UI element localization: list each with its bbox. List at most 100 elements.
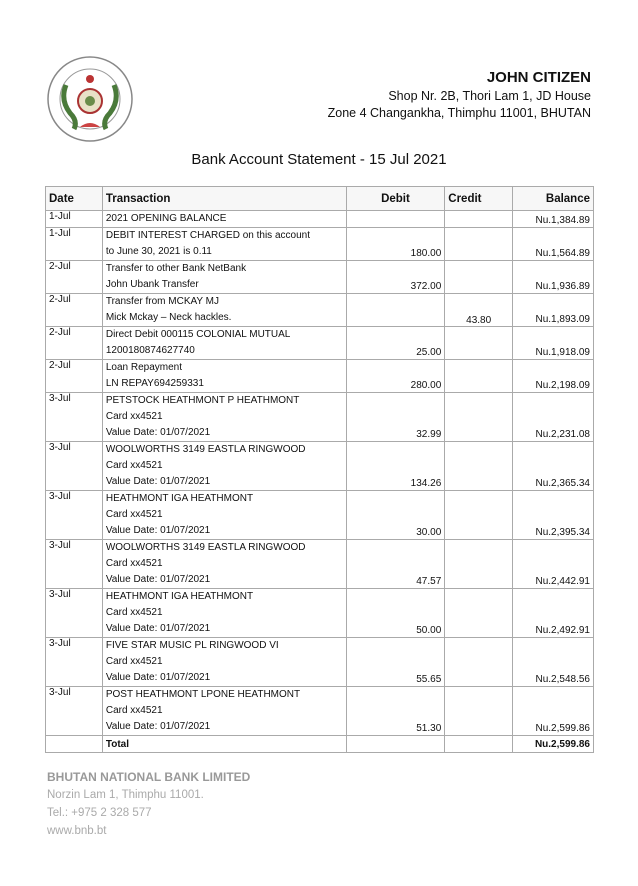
customer-name: JOHN CITIZEN <box>486 69 591 86</box>
row-date: 3-Jul <box>45 588 103 638</box>
row-credit <box>444 441 514 491</box>
transaction-line: WOOLWORTHS 3149 EASTLA RINGWOOD <box>105 542 306 553</box>
row-credit <box>444 539 514 589</box>
row-debit: 55.65 <box>345 637 446 687</box>
row-debit: 25.00 <box>345 326 446 360</box>
row-debit: 180.00 <box>345 227 446 261</box>
row-credit <box>444 588 514 638</box>
bank-logo-icon <box>47 56 133 142</box>
table-row: 3-Jul POST HEATHMONT LPONE HEATHMONT Card… <box>45 686 594 736</box>
row-date: 3-Jul <box>45 539 103 589</box>
table-row: 3-Jul WOOLWORTHS 3149 EASTLA RINGWOOD Car… <box>45 539 594 589</box>
row-date: 2-Jul <box>45 260 103 294</box>
table-row: 3-Jul HEATHMONT IGA HEATHMONT Card xx4521… <box>45 588 594 638</box>
row-transaction: Transfer to other Bank NetBank John Ubank… <box>101 260 347 294</box>
row-transaction: Transfer from MCKAY MJ Mick Mckay – Neck … <box>101 293 347 327</box>
table-row: 2-Jul Transfer from MCKAY MJ Mick Mckay –… <box>45 293 594 327</box>
row-debit: 372.00 <box>345 260 446 294</box>
transaction-line: Transfer to other Bank NetBank <box>105 263 247 274</box>
row-balance: Nu.1,893.09 <box>512 293 594 327</box>
row-balance: Nu.2,231.08 <box>512 392 594 442</box>
row-balance: Nu.2,198.09 <box>512 359 594 393</box>
row-debit: 47.57 <box>345 539 446 589</box>
row-balance: Nu.2,492.91 <box>512 588 594 638</box>
transactions-table: Date Transaction Debit Credit Balance 1-… <box>45 186 594 753</box>
header-date: Date <box>45 186 103 211</box>
transaction-line: Value Date: 01/07/2021 <box>105 525 211 536</box>
row-transaction: HEATHMONT IGA HEATHMONT Card xx4521 Value … <box>101 490 347 540</box>
transaction-line: Transfer from MCKAY MJ <box>105 296 220 307</box>
customer-address-block: JOHN CITIZEN Shop Nr. 2B, Thori Lam 1, J… <box>328 68 591 122</box>
transaction-line: Value Date: 01/07/2021 <box>105 476 211 487</box>
total-row: Total Nu.2,599.86 <box>45 735 594 753</box>
footer-web: www.bnb.bt <box>47 825 107 837</box>
table-row: 1-Jul DEBIT INTEREST CHARGED on this acc… <box>45 227 594 261</box>
table-row: 2-Jul Direct Debit 000115 COLONIAL MUTUA… <box>45 326 594 360</box>
total-balance: Nu.2,599.86 <box>512 735 594 753</box>
footer-bank-name: BHUTAN NATIONAL BANK LIMITED <box>47 770 251 784</box>
row-debit: 134.26 <box>345 441 446 491</box>
row-transaction: WOOLWORTHS 3149 EASTLA RINGWOOD Card xx45… <box>101 441 347 491</box>
row-balance: Nu.2,548.56 <box>512 637 594 687</box>
row-date: 2-Jul <box>45 293 103 327</box>
transaction-line: to June 30, 2021 is 0.11 <box>105 246 212 257</box>
transaction-line: Card xx4521 <box>105 460 163 471</box>
total-label: Total <box>101 735 347 753</box>
transaction-line: FIVE STAR MUSIC PL RINGWOOD VI <box>105 640 279 651</box>
table-row: 1-Jul 2021 OPENING BALANCE Nu.1,384.89 <box>45 210 594 228</box>
row-credit <box>444 637 514 687</box>
transaction-line: Value Date: 01/07/2021 <box>105 721 211 732</box>
table-row: 3-Jul FIVE STAR MUSIC PL RINGWOOD VI Card… <box>45 637 594 687</box>
row-transaction: HEATHMONT IGA HEATHMONT Card xx4521 Value … <box>101 588 347 638</box>
footer-tel: Tel.: +975 2 328 577 <box>47 807 152 819</box>
row-debit: 51.30 <box>345 686 446 736</box>
transaction-line: 2021 OPENING BALANCE <box>105 213 227 224</box>
row-debit: 280.00 <box>345 359 446 393</box>
row-balance: Nu.2,442.91 <box>512 539 594 589</box>
row-date: 3-Jul <box>45 490 103 540</box>
transaction-line: Card xx4521 <box>105 607 163 618</box>
row-debit: 30.00 <box>345 490 446 540</box>
transaction-line: Direct Debit 000115 COLONIAL MUTUAL <box>105 329 291 340</box>
row-date: 3-Jul <box>45 637 103 687</box>
row-transaction: FIVE STAR MUSIC PL RINGWOOD VI Card xx452… <box>101 637 347 687</box>
transaction-line: Value Date: 01/07/2021 <box>105 672 211 683</box>
row-balance: Nu.1,918.09 <box>512 326 594 360</box>
row-credit <box>444 326 514 360</box>
row-balance: Nu.2,395.34 <box>512 490 594 540</box>
row-date: 1-Jul <box>45 210 103 228</box>
table-row: 2-Jul Transfer to other Bank NetBank John… <box>45 260 594 294</box>
transaction-line: LN REPAY694259331 <box>105 378 204 389</box>
transaction-line: Value Date: 01/07/2021 <box>105 574 211 585</box>
header-credit: Credit <box>444 186 514 211</box>
transaction-line: Value Date: 01/07/2021 <box>105 623 211 634</box>
row-transaction: Direct Debit 000115 COLONIAL MUTUAL 12001… <box>101 326 347 360</box>
row-transaction: POST HEATHMONT LPONE HEATHMONT Card xx452… <box>101 686 347 736</box>
row-date: 2-Jul <box>45 326 103 360</box>
row-transaction: WOOLWORTHS 3149 EASTLA RINGWOOD Card xx45… <box>101 539 347 589</box>
transaction-line: DEBIT INTEREST CHARGED on this account <box>105 230 310 241</box>
row-date: 3-Jul <box>45 392 103 442</box>
row-credit <box>444 227 514 261</box>
header-transaction: Transaction <box>101 186 347 211</box>
customer-address-line: Zone 4 Changankha, Thimphu 11001, BHUTAN <box>327 106 591 120</box>
row-credit <box>444 359 514 393</box>
transaction-line: Card xx4521 <box>105 509 163 520</box>
row-balance: Nu.1,384.89 <box>512 210 594 228</box>
table-row: 2-Jul Loan Repayment LN REPAY694259331 28… <box>45 359 594 393</box>
transaction-line: John Ubank Transfer <box>105 279 199 290</box>
row-date: 3-Jul <box>45 686 103 736</box>
row-credit <box>444 392 514 442</box>
transaction-line: PETSTOCK HEATHMONT P HEATHMONT <box>105 395 300 406</box>
row-credit <box>444 686 514 736</box>
table-row: 3-Jul HEATHMONT IGA HEATHMONT Card xx4521… <box>45 490 594 540</box>
row-transaction: 2021 OPENING BALANCE <box>101 210 347 228</box>
transaction-line: 1200180874627740 <box>105 345 195 356</box>
table-row: 3-Jul WOOLWORTHS 3149 EASTLA RINGWOOD Car… <box>45 441 594 491</box>
row-transaction: PETSTOCK HEATHMONT P HEATHMONT Card xx452… <box>101 392 347 442</box>
footer-address: Norzin Lam 1, Thimphu 11001. <box>47 789 204 801</box>
row-debit: 32.99 <box>345 392 446 442</box>
row-transaction: DEBIT INTEREST CHARGED on this account to… <box>101 227 347 261</box>
row-balance: Nu.1,564.89 <box>512 227 594 261</box>
